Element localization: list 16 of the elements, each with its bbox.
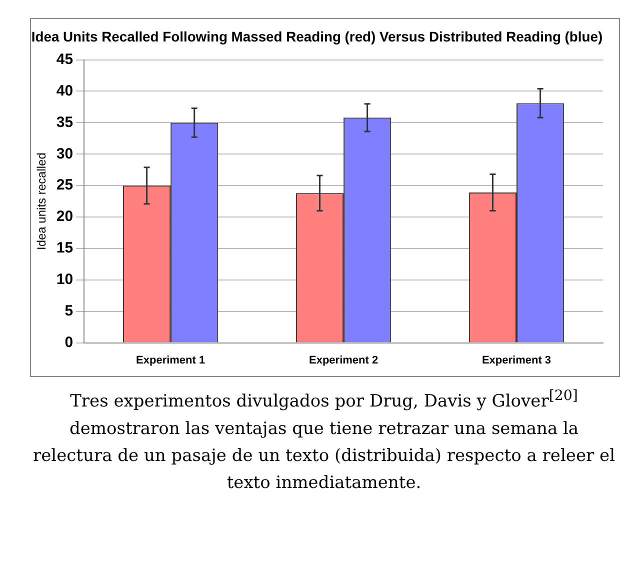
y-tick-label: 45: [56, 50, 74, 68]
text: Tres experimentos divulgados por Drug, Davis y Glover$^{[20]}$ demostraron las ventajas que tiene retrazar una semana la relectura de un pasaje de un texto (distribuida) respecto a releer el texto inmediatamente.: [32, 387, 616, 495]
y-tick-label: 30: [56, 145, 74, 162]
y-tick-label: 10: [56, 271, 74, 288]
x-tick-label: Experiment 2: [308, 354, 378, 366]
y-tick-label: 20: [56, 208, 74, 226]
y-tick-label: 25: [56, 176, 74, 194]
y-tick-label: 5: [64, 302, 74, 320]
y-tick-label: 15: [56, 240, 74, 257]
y-tick-label: 0: [64, 334, 74, 351]
x-tick-label: Experiment 1: [136, 354, 206, 366]
y-tick-label: 35: [56, 114, 74, 131]
x-tick-label: Experiment 3: [482, 354, 552, 366]
y-axis-title: Idea units recalled: [34, 152, 49, 250]
y-tick-label: 40: [56, 82, 74, 100]
chart-title: Idea Units Recalled Following Massed Reading (red) Versus Distributed Reading (blue): [31, 28, 603, 44]
